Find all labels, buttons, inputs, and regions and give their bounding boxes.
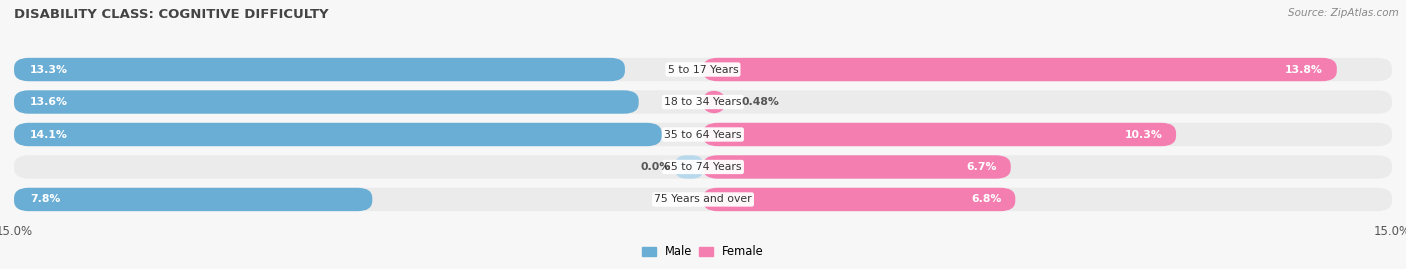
Text: 5 to 17 Years: 5 to 17 Years bbox=[668, 65, 738, 75]
FancyBboxPatch shape bbox=[14, 123, 662, 146]
FancyBboxPatch shape bbox=[14, 58, 1392, 81]
FancyBboxPatch shape bbox=[675, 155, 703, 179]
Text: 6.7%: 6.7% bbox=[966, 162, 997, 172]
FancyBboxPatch shape bbox=[703, 188, 1015, 211]
FancyBboxPatch shape bbox=[14, 123, 1392, 146]
Legend: Male, Female: Male, Female bbox=[637, 241, 769, 263]
FancyBboxPatch shape bbox=[14, 188, 1392, 211]
Text: 7.8%: 7.8% bbox=[30, 194, 60, 204]
FancyBboxPatch shape bbox=[14, 58, 624, 81]
FancyBboxPatch shape bbox=[14, 188, 373, 211]
FancyBboxPatch shape bbox=[703, 155, 1011, 179]
Text: 10.3%: 10.3% bbox=[1125, 129, 1163, 140]
FancyBboxPatch shape bbox=[703, 58, 1337, 81]
Text: 13.3%: 13.3% bbox=[30, 65, 67, 75]
FancyBboxPatch shape bbox=[14, 155, 1392, 179]
Text: 65 to 74 Years: 65 to 74 Years bbox=[664, 162, 742, 172]
Text: 13.6%: 13.6% bbox=[30, 97, 67, 107]
FancyBboxPatch shape bbox=[14, 90, 638, 114]
Text: 18 to 34 Years: 18 to 34 Years bbox=[664, 97, 742, 107]
FancyBboxPatch shape bbox=[703, 90, 725, 114]
Text: 0.48%: 0.48% bbox=[741, 97, 779, 107]
Text: Source: ZipAtlas.com: Source: ZipAtlas.com bbox=[1288, 8, 1399, 18]
Text: 13.8%: 13.8% bbox=[1285, 65, 1323, 75]
Text: 14.1%: 14.1% bbox=[30, 129, 67, 140]
Text: 0.0%: 0.0% bbox=[641, 162, 671, 172]
Text: 35 to 64 Years: 35 to 64 Years bbox=[664, 129, 742, 140]
FancyBboxPatch shape bbox=[703, 123, 1175, 146]
Text: DISABILITY CLASS: COGNITIVE DIFFICULTY: DISABILITY CLASS: COGNITIVE DIFFICULTY bbox=[14, 8, 329, 21]
Text: 6.8%: 6.8% bbox=[972, 194, 1001, 204]
Text: 75 Years and over: 75 Years and over bbox=[654, 194, 752, 204]
FancyBboxPatch shape bbox=[14, 90, 1392, 114]
